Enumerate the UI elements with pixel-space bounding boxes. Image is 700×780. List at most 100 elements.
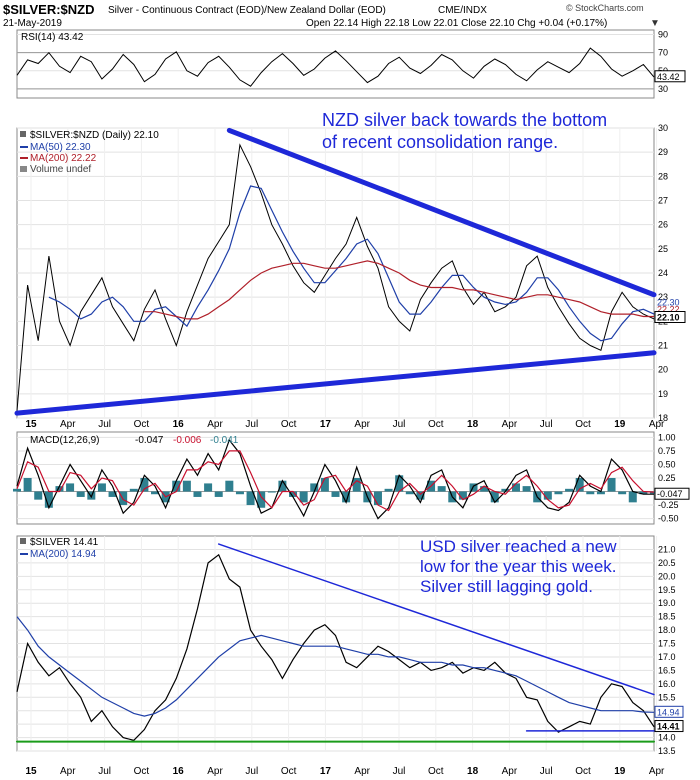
macd-histogram-bar xyxy=(416,491,425,500)
usd_price-series-ma-200- xyxy=(16,616,655,717)
nzd-annotation: NZD silver back towards the bottom of re… xyxy=(322,110,607,152)
time-axis-label: Oct xyxy=(575,419,591,430)
macd-histogram-bar xyxy=(596,491,605,495)
exchange: CME/INDX xyxy=(438,5,487,16)
macd-histogram-bar xyxy=(331,491,340,497)
macd-histogram-bar xyxy=(565,488,574,492)
time-axis-label: Oct xyxy=(134,419,150,430)
macd-histogram-bar xyxy=(66,483,75,492)
ohlc-readout: Open 22.14 High 22.18 Low 22.01 Close 22… xyxy=(306,18,607,29)
macd-histogram-bar xyxy=(97,483,106,492)
legend-swatch-usd-price xyxy=(20,538,26,544)
time-axis-label: Jul xyxy=(98,419,111,430)
usd_price-y-tick-label: 17.0 xyxy=(658,652,676,662)
usd-last-value-0: 14.94 xyxy=(657,707,680,717)
rsi-last-value-box xyxy=(654,70,686,83)
macd-histogram-bar xyxy=(225,480,234,492)
time-axis-label: 17 xyxy=(320,766,332,777)
macd-legend-hist: -0.041 xyxy=(210,435,239,446)
macd-histogram-bar xyxy=(299,491,308,503)
time-axis-label: Jul xyxy=(98,766,111,777)
macd-histogram-bar xyxy=(172,480,181,492)
symbol-description: Silver - Continuous Contract (EOD)/New Z… xyxy=(108,5,386,16)
macd-last-value: -0.047 xyxy=(657,489,683,499)
macd-histogram-bar xyxy=(151,491,160,495)
time-axis-label: Oct xyxy=(428,419,444,430)
usd_price-y-tick-label: 21.0 xyxy=(658,544,676,554)
time-axis-label: Apr xyxy=(502,419,518,430)
macd-histogram-bar xyxy=(246,491,255,506)
macd-histogram-bar xyxy=(235,491,244,495)
copyright: © StockCharts.com xyxy=(566,3,644,13)
time-axis-label: Apr xyxy=(649,766,665,777)
time-axis-label: Apr xyxy=(354,419,370,430)
time-axis-label: Oct xyxy=(281,766,297,777)
rsi-y-tick-label: 30 xyxy=(658,84,668,94)
usd_price-y-tick-label: 19.5 xyxy=(658,585,676,595)
time-axis-label: Jul xyxy=(540,419,553,430)
macd-histogram-bar xyxy=(395,475,404,492)
macd-histogram-bar xyxy=(639,491,648,495)
macd-histogram-bar xyxy=(267,491,276,493)
macd-histogram-bar xyxy=(182,480,191,492)
nzd_price-y-tick-label: 30 xyxy=(658,123,668,133)
time-axis-label: Oct xyxy=(575,766,591,777)
macd-histogram-bar xyxy=(320,478,329,492)
macd-histogram-bar xyxy=(607,478,616,492)
macd-histogram-bar xyxy=(214,491,223,497)
usd_price-y-tick-label: 19.0 xyxy=(658,598,676,608)
nzd-annotation-line-2: of recent consolidation range. xyxy=(322,132,558,152)
macd-histogram-bar xyxy=(543,491,552,500)
macd-histogram-bar xyxy=(384,488,393,492)
nzd-legend-ma200: MA(200) 22.22 xyxy=(30,153,97,164)
macd-y-tick-label: -0.25 xyxy=(658,500,679,510)
nzd-legend-ma50: MA(50) 22.30 xyxy=(30,142,91,153)
macd-histogram-bar xyxy=(44,491,53,508)
nzd-last-value-box xyxy=(654,311,686,323)
time-axis-label: Jul xyxy=(540,766,553,777)
time-axis-label: Apr xyxy=(60,766,76,777)
macd-legend-macd: -0.047 xyxy=(135,435,164,446)
legend-swatch-price xyxy=(20,131,26,137)
usd-last-value-1: 14.41 xyxy=(657,722,680,732)
rsi-series-line xyxy=(16,47,655,87)
time-axis-label: Oct xyxy=(134,766,150,777)
usd_price-y-tick-label: 16.5 xyxy=(658,665,676,675)
macd-histogram-bar xyxy=(373,491,382,506)
nzd-last-value-0: 22.30 xyxy=(657,298,680,308)
time-axis-label: Oct xyxy=(428,766,444,777)
time-axis-label: Oct xyxy=(281,419,297,430)
macd-histogram-bar xyxy=(405,491,414,495)
macd-y-tick-label: 0.75 xyxy=(658,446,676,456)
usd-annotation-line-2: low for the year this week. xyxy=(420,557,617,576)
nzd_price-y-tick-label: 21 xyxy=(658,341,668,351)
macd-series-macd xyxy=(16,438,654,520)
usd_price-y-tick-label: 16.0 xyxy=(658,679,676,689)
macd-legend-title: MACD(12,26,9) xyxy=(30,435,99,446)
usd_price-y-tick-label: 17.5 xyxy=(658,639,676,649)
macd-histogram-bar xyxy=(204,483,213,492)
nzd_price-trendline-lower xyxy=(14,350,657,416)
time-axis-label: 15 xyxy=(25,766,37,777)
time-axis-label: Apr xyxy=(60,419,76,430)
macd-histogram-bar xyxy=(257,491,266,508)
dropdown-arrow-icon[interactable]: ▼ xyxy=(650,18,660,29)
usd-annotation: USD silver reached a new low for the yea… xyxy=(420,537,617,596)
macd-histogram-bar xyxy=(575,478,584,492)
nzd-annotation-line-1: NZD silver back towards the bottom xyxy=(322,110,607,130)
time-axis-label: Apr xyxy=(354,766,370,777)
macd-histogram-bar xyxy=(352,478,361,492)
macd-histogram-bar xyxy=(193,491,202,497)
time-axis-label: Apr xyxy=(207,419,223,430)
symbol: $SILVER:$NZD xyxy=(3,2,95,17)
macd-y-tick-label: 0.25 xyxy=(658,473,676,483)
usd-last-value-box-0 xyxy=(654,705,684,718)
rsi-legend: RSI(14) 43.42 xyxy=(21,32,84,43)
macd-histogram-bar xyxy=(119,491,128,506)
macd-legend-signal: -0.006 xyxy=(173,435,202,446)
usd_price-y-tick-label: 14.0 xyxy=(658,733,676,743)
macd-histogram-bar xyxy=(469,483,478,492)
nzd_price-y-tick-label: 26 xyxy=(658,220,668,230)
macd-y-tick-label: 1.00 xyxy=(658,432,676,442)
macd-histogram-bar xyxy=(437,486,446,492)
